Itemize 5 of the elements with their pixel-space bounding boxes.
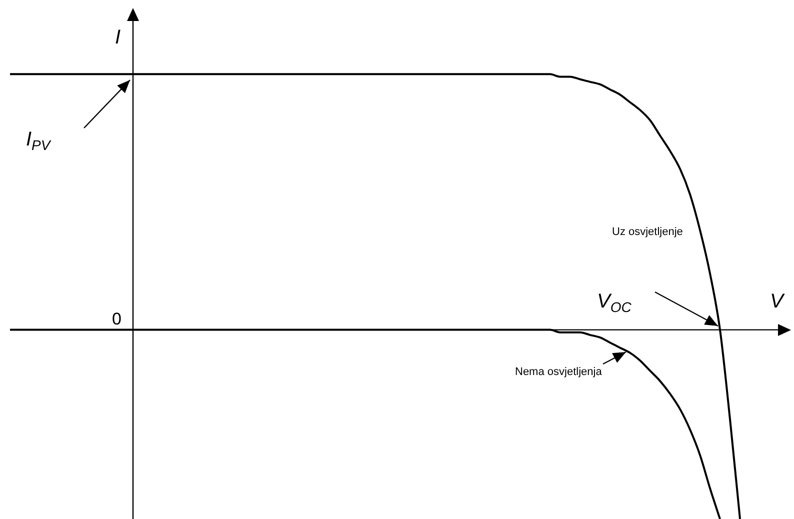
x-axis-title: V <box>770 290 785 312</box>
y-axis-title: I <box>115 26 121 49</box>
series-label: Uz osvjetljenje <box>612 226 683 238</box>
text: Nema osvjetljenja <box>515 366 603 378</box>
annotation: 0 <box>112 310 122 329</box>
